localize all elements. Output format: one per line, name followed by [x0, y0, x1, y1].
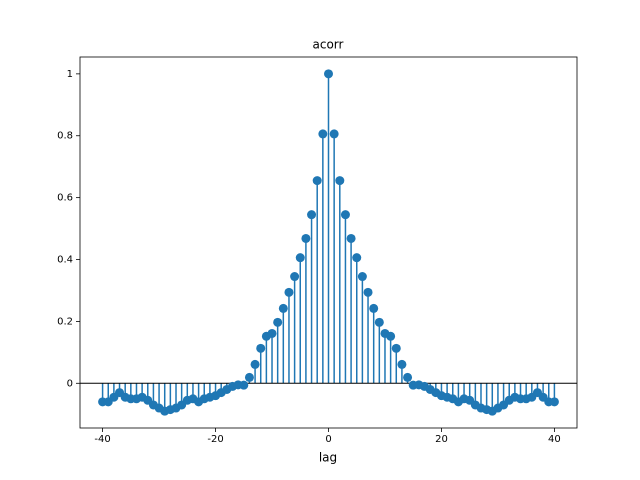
- marker: [397, 359, 407, 369]
- marker: [340, 210, 350, 220]
- marker: [318, 129, 328, 139]
- marker: [273, 317, 283, 327]
- y-tick-label: 0.6: [57, 193, 73, 204]
- marker: [403, 372, 413, 382]
- x-tick-label: 40: [548, 434, 561, 445]
- x-axis-label: lag: [319, 451, 337, 465]
- marker: [250, 359, 260, 369]
- marker: [549, 397, 559, 407]
- marker: [369, 303, 379, 313]
- chart-title: acorr: [313, 38, 344, 52]
- marker: [357, 272, 367, 282]
- marker: [301, 233, 311, 243]
- marker: [346, 233, 356, 243]
- marker: [295, 253, 305, 263]
- y-tick-label: 0.4: [57, 255, 73, 266]
- marker: [329, 129, 339, 139]
- y-tick-label: 1: [67, 69, 73, 80]
- y-tick-label: 0: [67, 378, 73, 389]
- marker: [391, 343, 401, 353]
- marker: [363, 287, 373, 297]
- plot-frame: [79, 56, 578, 429]
- y-tick-label: 0.8: [57, 131, 73, 142]
- marker: [352, 253, 362, 263]
- marker: [244, 372, 254, 382]
- marker: [239, 380, 249, 390]
- marker: [374, 317, 384, 327]
- marker: [267, 328, 277, 338]
- x-tick-label: 20: [435, 434, 448, 445]
- marker: [307, 210, 317, 220]
- marker: [312, 176, 322, 186]
- x-tick-label: -20: [207, 434, 223, 445]
- marker: [290, 272, 300, 282]
- marker: [256, 343, 266, 353]
- x-tick-label: 0: [325, 434, 331, 445]
- marker: [335, 176, 345, 186]
- x-tick-label: -40: [94, 434, 110, 445]
- marker: [324, 69, 333, 79]
- y-tick-label: 0.2: [57, 316, 73, 327]
- marker: [386, 331, 396, 341]
- marker: [278, 303, 288, 313]
- marker: [284, 287, 294, 297]
